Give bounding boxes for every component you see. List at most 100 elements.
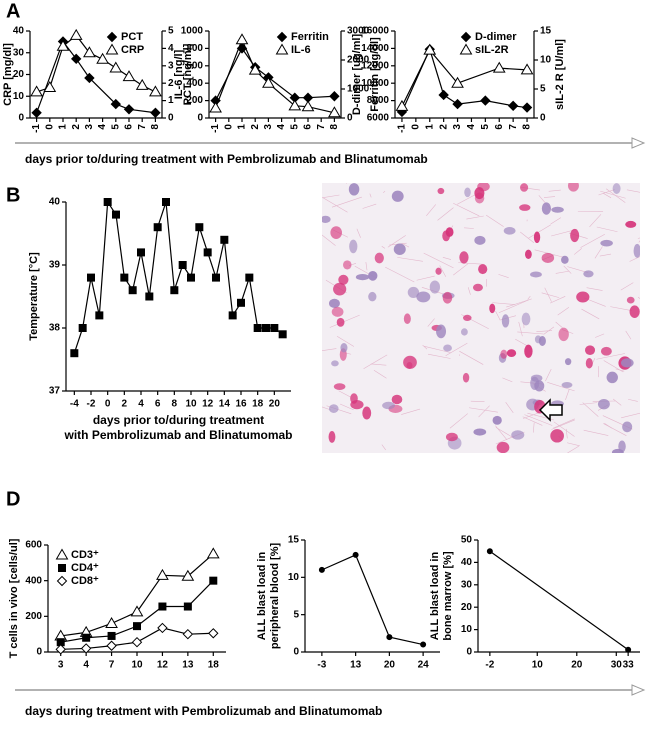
x-tick-label: 4	[466, 124, 477, 130]
cell	[368, 271, 377, 281]
y2-tick-label: 10	[540, 55, 552, 66]
cell	[522, 313, 531, 326]
legend-label: D-dimer	[475, 31, 517, 43]
x-tick-label: 8	[172, 399, 178, 410]
cell	[473, 428, 486, 435]
series-line	[322, 555, 423, 645]
legend-marker	[58, 577, 67, 586]
y-tick-label: 0	[36, 647, 42, 658]
marker	[129, 287, 136, 294]
cell	[473, 284, 483, 291]
y-tick-label: 14000	[361, 43, 389, 54]
y-tick-label: 10000	[361, 78, 389, 89]
x-tick-label: 33	[623, 660, 635, 671]
marker	[204, 249, 211, 256]
x-tick-label: 16	[235, 399, 247, 410]
cell	[430, 280, 440, 293]
x-tick-label: 0	[223, 124, 234, 130]
x-tick-label: 20	[384, 660, 396, 671]
y-tick-label: 1000	[181, 26, 204, 37]
x-tick-label: 3	[58, 660, 64, 671]
y-axis-label: ALL blast load in	[256, 552, 268, 641]
legend-label: CD8⁺	[71, 575, 99, 587]
marker	[71, 30, 82, 39]
marker	[481, 96, 490, 105]
x-tick-label: 2	[438, 124, 449, 130]
cell	[443, 345, 452, 352]
y-tick-label: 37	[49, 386, 61, 397]
cell	[502, 314, 509, 327]
cell	[489, 304, 495, 313]
marker	[151, 108, 160, 117]
marker	[353, 552, 358, 557]
x-tick-label: 10	[532, 660, 544, 671]
x-tick-label: 7	[508, 124, 519, 130]
marker	[108, 632, 115, 639]
series-line	[216, 48, 335, 100]
x-tick-label: -1	[210, 124, 221, 133]
y-tick-label: 10	[461, 624, 473, 635]
x-tick-label: -3	[317, 660, 326, 671]
micrograph	[308, 175, 650, 458]
marker	[32, 108, 41, 117]
cell	[362, 407, 371, 420]
cell	[627, 297, 635, 304]
marker	[330, 92, 339, 101]
marker	[183, 630, 192, 639]
cell	[613, 183, 621, 194]
cell	[634, 244, 641, 258]
marker	[83, 634, 90, 641]
legend-marker	[57, 550, 68, 560]
y-tick-label: 12000	[361, 60, 389, 71]
y-tick-label: 5	[293, 609, 299, 620]
cell	[329, 431, 336, 443]
cell	[562, 382, 573, 388]
y-tick-label: 400	[186, 78, 203, 89]
cell	[576, 291, 589, 302]
cell	[511, 430, 524, 439]
marker	[137, 80, 148, 90]
y-axis-label: bone marrow [%]	[442, 551, 454, 641]
cell	[561, 256, 569, 264]
y-tick-label: 6000	[367, 113, 390, 124]
y2-tick-label: 15	[540, 26, 552, 37]
x-tick-label: 3	[263, 124, 274, 130]
x-tick-label: 5	[289, 124, 300, 130]
cell	[349, 183, 359, 195]
cell	[463, 315, 472, 321]
cell	[551, 207, 563, 213]
x-tick-label: 2	[71, 124, 82, 130]
y-tick-label: 200	[186, 95, 203, 106]
x-axis-label: with Pembrolizumab and Blinatumomab	[63, 428, 292, 442]
y-axis-label: IL-6 [ng/l]	[173, 49, 185, 99]
cell	[497, 442, 510, 453]
x-tick-label: -2	[485, 660, 494, 671]
cell	[530, 271, 542, 277]
y-tick-label: 10	[288, 572, 300, 583]
cell	[475, 193, 484, 204]
cell	[331, 360, 339, 366]
marker	[196, 224, 203, 231]
y-tick-label: 20	[13, 69, 25, 80]
legend-label: IL-6	[291, 44, 311, 56]
cell	[478, 264, 487, 274]
marker	[487, 549, 492, 554]
x-tick-label: 6	[155, 399, 161, 410]
legend-marker	[278, 33, 287, 42]
x-tick-label: 4	[97, 124, 108, 130]
y2-tick-label: 5	[168, 26, 174, 37]
marker	[171, 287, 178, 294]
x-tick-label: 18	[208, 660, 220, 671]
cell	[598, 399, 610, 409]
marker	[271, 325, 278, 332]
marker	[132, 606, 143, 616]
cell	[337, 318, 345, 327]
cell	[534, 380, 544, 391]
x-tick-label: 8	[329, 124, 340, 130]
marker	[97, 54, 108, 64]
x-tick-label: 6	[494, 124, 505, 130]
marker	[209, 629, 218, 638]
cell	[350, 393, 358, 404]
legend-label: sIL-2R	[475, 44, 509, 56]
